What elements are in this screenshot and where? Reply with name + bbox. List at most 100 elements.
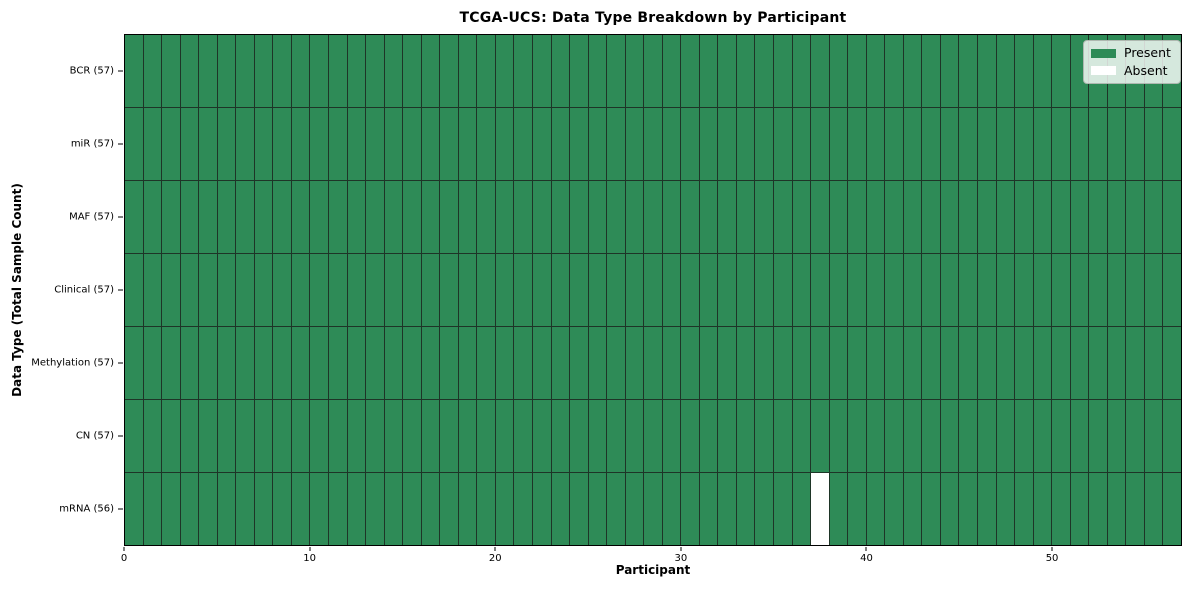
y-tick-mark <box>118 143 123 145</box>
heatmap-cell <box>1052 181 1070 253</box>
heatmap-cell <box>644 108 662 180</box>
heatmap-cell <box>922 400 940 472</box>
present-swatch <box>1091 48 1116 58</box>
heatmap-cell <box>607 108 625 180</box>
heatmap-cell <box>866 327 885 399</box>
heatmap-cell <box>607 181 625 253</box>
heatmap-cell <box>1126 254 1144 326</box>
heatmap-cell <box>1163 181 1181 253</box>
heatmap-cell <box>310 473 328 545</box>
heatmap-cell <box>273 327 291 399</box>
heatmap-cell <box>291 254 310 326</box>
heatmap-cell <box>699 400 718 472</box>
heatmap-cell <box>792 254 811 326</box>
heatmap-cell <box>866 473 885 545</box>
heatmap-cell <box>1107 327 1126 399</box>
heatmap-cell <box>403 254 421 326</box>
heatmap-cell <box>848 473 866 545</box>
heatmap-cell <box>1015 400 1033 472</box>
heatmap-cell <box>532 473 551 545</box>
heatmap-cell <box>273 400 291 472</box>
heatmap-cell <box>477 327 495 399</box>
heatmap-cell <box>477 254 495 326</box>
heatmap-cell <box>532 400 551 472</box>
heatmap-cell <box>699 108 718 180</box>
heatmap-cell <box>291 400 310 472</box>
heatmap-cell <box>774 400 792 472</box>
heatmap-cell <box>514 327 532 399</box>
heatmap-cell <box>199 35 217 107</box>
heatmap-cell <box>1033 473 1052 545</box>
heatmap-cell <box>625 254 644 326</box>
chart-title: TCGA-UCS: Data Type Breakdown by Partici… <box>459 10 847 26</box>
heatmap-cell <box>792 473 811 545</box>
heatmap-cell <box>1052 400 1070 472</box>
heatmap-cell <box>1089 181 1107 253</box>
heatmap-cell <box>903 108 922 180</box>
heatmap-cell <box>1089 473 1107 545</box>
heatmap-cell <box>310 108 328 180</box>
heatmap-cell <box>644 35 662 107</box>
heatmap-cell <box>180 473 199 545</box>
heatmap-cell <box>291 181 310 253</box>
heatmap-cell <box>421 181 440 253</box>
y-tick-mark <box>118 70 123 72</box>
heatmap-cell <box>347 108 366 180</box>
heatmap-cell <box>551 35 570 107</box>
heatmap-cell <box>829 327 848 399</box>
heatmap-cell <box>848 400 866 472</box>
heatmap-cell <box>1052 35 1070 107</box>
heatmap-cell <box>291 327 310 399</box>
heatmap-cell <box>143 108 162 180</box>
heatmap-cell <box>792 35 811 107</box>
heatmap-cell <box>440 181 458 253</box>
heatmap-cell <box>236 108 254 180</box>
heatmap-cell <box>384 327 403 399</box>
heatmap-cell <box>291 473 310 545</box>
heatmap-cell <box>403 181 421 253</box>
heatmap-cell <box>477 473 495 545</box>
heatmap-cell <box>681 254 699 326</box>
heatmap-cell <box>514 181 532 253</box>
heatmap-cell <box>829 400 848 472</box>
heatmap-cell <box>199 108 217 180</box>
heatmap-cell <box>514 254 532 326</box>
heatmap-cell <box>774 254 792 326</box>
heatmap-cell <box>866 181 885 253</box>
heatmap-cell <box>940 327 959 399</box>
heatmap-cell <box>1052 473 1070 545</box>
heatmap-cell <box>866 400 885 472</box>
heatmap-cell <box>736 473 755 545</box>
heatmap-cell <box>588 181 607 253</box>
heatmap-cell <box>310 254 328 326</box>
heatmap-cell <box>866 108 885 180</box>
heatmap-cell <box>495 35 514 107</box>
heatmap-cell <box>607 35 625 107</box>
heatmap-cell <box>996 327 1015 399</box>
heatmap-cell <box>607 400 625 472</box>
heatmap-cell <box>273 254 291 326</box>
heatmap-cell <box>1033 35 1052 107</box>
heatmap-cell <box>366 181 384 253</box>
heatmap-cell <box>532 35 551 107</box>
y-tick-label: CN (57) <box>75 430 114 442</box>
heatmap-cell <box>718 327 736 399</box>
heatmap-cell <box>736 181 755 253</box>
y-tick-mark <box>118 362 123 364</box>
y-tick-label: MAF (57) <box>69 211 114 223</box>
heatmap-cell <box>644 254 662 326</box>
heatmap-cell <box>1163 473 1181 545</box>
heatmap-cell <box>681 35 699 107</box>
heatmap-cell <box>755 181 774 253</box>
heatmap-cell <box>736 35 755 107</box>
heatmap-cell <box>755 327 774 399</box>
x-tick-mark <box>494 547 496 551</box>
heatmap-cell <box>366 35 384 107</box>
absent-swatch <box>1091 66 1116 76</box>
heatmap-cell <box>1070 254 1089 326</box>
heatmap-cell <box>625 473 644 545</box>
heatmap-cell <box>662 254 681 326</box>
legend-entry-present: Present <box>1091 46 1171 60</box>
heatmap-cell <box>607 473 625 545</box>
heatmap-cell <box>180 108 199 180</box>
